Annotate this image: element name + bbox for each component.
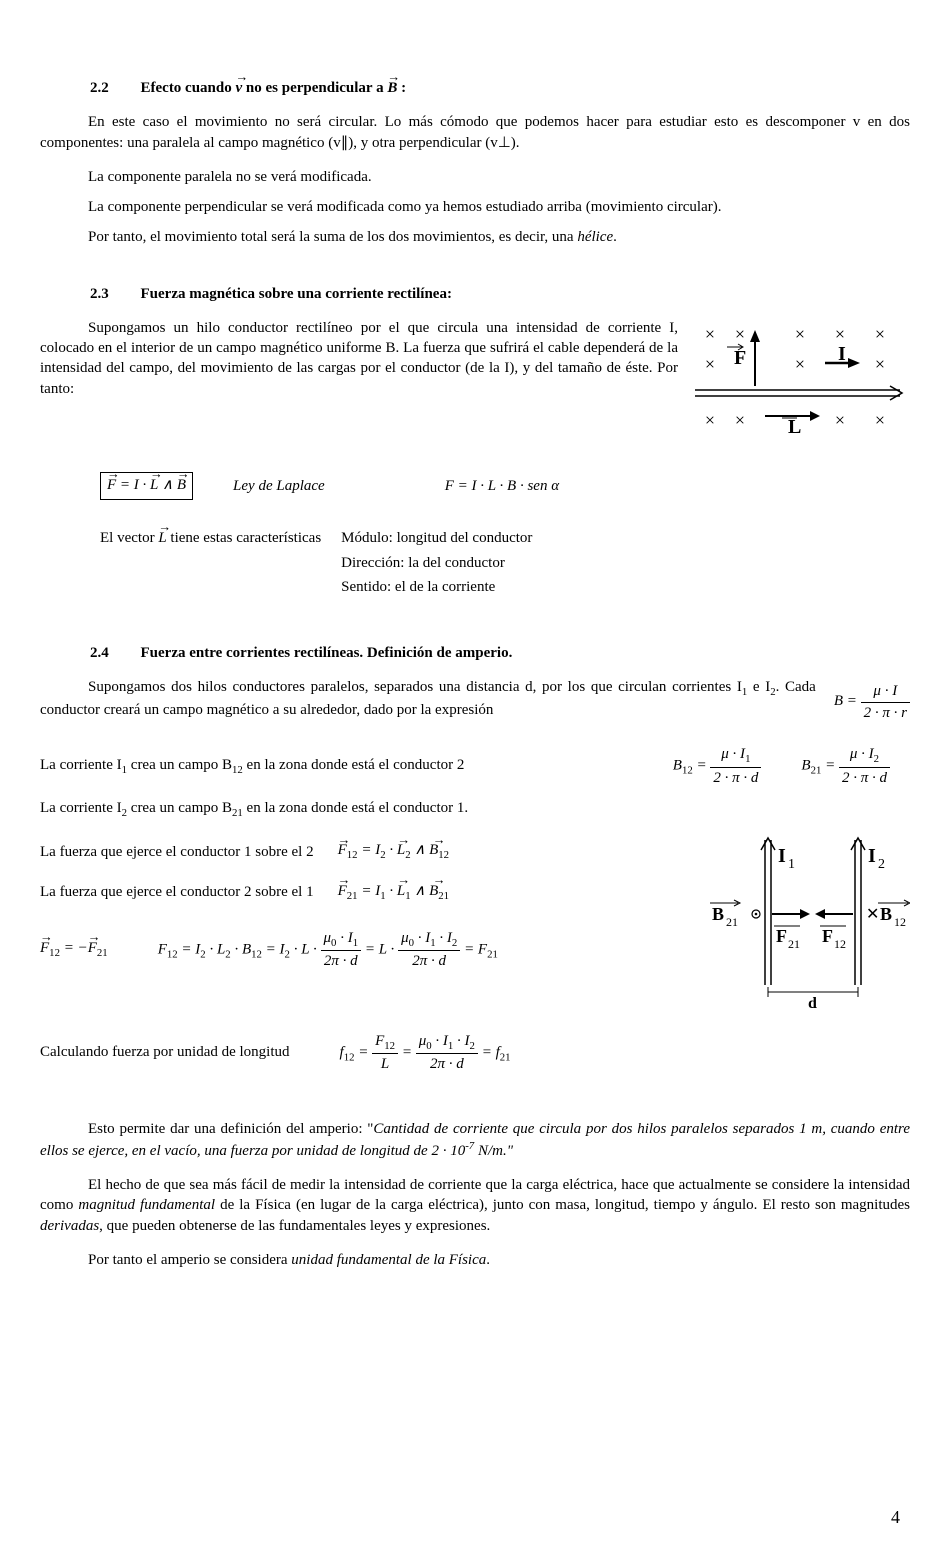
svg-text:×: ×: [705, 354, 715, 374]
formula-F12-expanded: F12 = I2 · L2 · B12 = I2 · L · μ0 · I12π…: [158, 928, 498, 972]
para-ampere-def: Esto permite dar una definición del ampe…: [40, 1119, 910, 1162]
page-number: 4: [891, 1505, 900, 1529]
heading-text: Fuerza entre corrientes rectilíneas. Def…: [141, 645, 513, 661]
svg-text:F: F: [776, 926, 787, 946]
para-fundamental: El hecho de que sea más fácil de medir l…: [40, 1175, 910, 1236]
row-B12: La corriente I1 crea un campo B12 en la …: [40, 744, 910, 788]
section-num: 2.3: [90, 286, 109, 302]
row-F12: La fuerza que ejerce el conductor 1 sobr…: [40, 840, 698, 863]
svg-text:I: I: [838, 343, 846, 365]
para-2-2-3: La componente perpendicular se verá modi…: [88, 197, 910, 217]
formula-per-length: f12 = F12L = μ0 · I1 · I22π · d = f21: [340, 1031, 511, 1075]
para-2-2-4: Por tanto, el movimiento total será la s…: [88, 227, 910, 247]
svg-text:21: 21: [726, 915, 738, 929]
svg-text:B: B: [712, 904, 724, 924]
svg-text:×: ×: [835, 324, 845, 344]
formula-F12-vec: F12 = I2 · L2 ∧ B12: [338, 840, 449, 863]
svg-text:I: I: [778, 845, 786, 867]
text-B21: La corriente I2 crea un campo B21 en la …: [40, 798, 910, 821]
section-2-4-heading: 2.4 Fuerza entre corrientes rectilíneas.…: [90, 643, 910, 663]
svg-text:×: ×: [795, 354, 805, 374]
text-B12: La corriente I1 crea un campo B12 en la …: [40, 755, 633, 778]
section-num: 2.4: [90, 645, 109, 661]
formula-B21: B21 = μ · I22 · π · d: [801, 744, 890, 788]
svg-text:B: B: [880, 904, 892, 924]
vector-L-row: El vector L tiene estas características …: [100, 528, 910, 597]
svg-text:×: ×: [705, 410, 715, 430]
formula-B-general: B = μ · I2 · π · r: [834, 677, 910, 723]
section-2-3-heading: 2.3 Fuerza magnética sobre una corriente…: [90, 284, 910, 304]
row-24-intro: Supongamos dos hilos conductores paralel…: [40, 677, 910, 726]
svg-text:×: ×: [875, 410, 885, 430]
svg-text:×: ×: [875, 354, 885, 374]
svg-text:d: d: [808, 995, 817, 1010]
svg-text:F: F: [734, 347, 746, 369]
para-2-2-1: En este caso el movimiento no será circu…: [40, 112, 910, 153]
para-last: Por tanto el amperio se considera unidad…: [88, 1250, 910, 1270]
para-2-2-2: La componente paralela no se verá modifi…: [88, 167, 910, 187]
svg-text:I: I: [868, 845, 876, 867]
heading-text: Fuerza magnética sobre una corriente rec…: [141, 286, 452, 302]
diagram-wire-in-field: × × × × × × × × × × × × F I L: [690, 318, 910, 444]
row-F-equality: F12 = −F21 F12 = I2 · L2 · B12 = I2 · L …: [40, 928, 698, 972]
svg-text:×: ×: [795, 324, 805, 344]
row-F21: La fuerza que ejerce el conductor 2 sobr…: [40, 881, 698, 904]
svg-text:12: 12: [834, 937, 846, 951]
laplace-label: Ley de Laplace: [233, 476, 325, 496]
svg-text:1: 1: [788, 857, 795, 872]
svg-text:×: ×: [735, 410, 745, 430]
heading-text: Efecto cuando v no es perpendicular a B …: [141, 80, 407, 96]
laplace-scalar: F = I · L · B · sen α: [445, 476, 559, 496]
svg-text:×: ×: [735, 324, 745, 344]
row-per-length: Calculando fuerza por unidad de longitud…: [40, 1031, 910, 1075]
svg-text:L: L: [788, 416, 801, 438]
vector-L-chars: Módulo: longitud del conductor Dirección…: [341, 528, 532, 597]
vector-L-intro: El vector L tiene estas características: [100, 528, 321, 548]
svg-text:×: ×: [705, 324, 715, 344]
svg-text:21: 21: [788, 937, 800, 951]
svg-text:×: ×: [875, 324, 885, 344]
formula-F21-vec: F21 = I1 · L1 ∧ B21: [338, 881, 449, 904]
formula-F12-neg-F21: F12 = −F21: [40, 938, 108, 961]
svg-text:F: F: [822, 926, 833, 946]
laplace-box: F = I · L ∧ B: [100, 472, 193, 500]
formula-B12: B12 = μ · I12 · π · d: [673, 744, 762, 788]
svg-text:2: 2: [878, 857, 885, 872]
para-2-4-1: Supongamos dos hilos conductores paralel…: [40, 677, 816, 720]
section-2-2-heading: 2.2 Efecto cuando v no es perpendicular …: [90, 78, 910, 98]
diagram-parallel-wires: I1 I2 B21 B12 ✕ F21 F12 d: [710, 830, 910, 1016]
svg-text:12: 12: [894, 915, 906, 929]
laplace-row: F = I · L ∧ B Ley de Laplace F = I · L ·…: [100, 472, 910, 500]
svg-text:×: ×: [835, 410, 845, 430]
svg-text:✕: ✕: [866, 906, 879, 923]
section-num: 2.2: [90, 80, 109, 96]
